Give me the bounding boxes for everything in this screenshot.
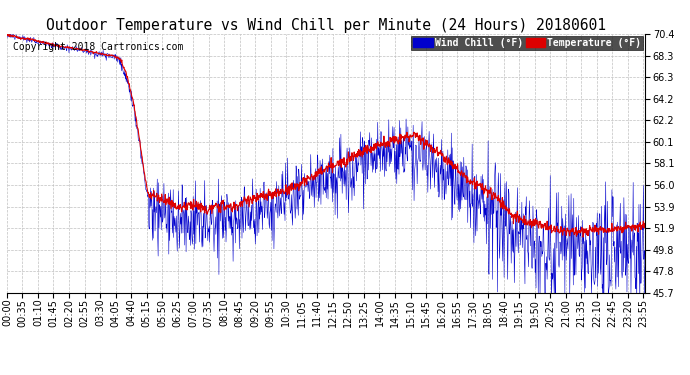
Title: Outdoor Temperature vs Wind Chill per Minute (24 Hours) 20180601: Outdoor Temperature vs Wind Chill per Mi… [46,18,606,33]
Text: Copyright 2018 Cartronics.com: Copyright 2018 Cartronics.com [13,42,184,51]
Legend: Wind Chill (°F), Temperature (°F): Wind Chill (°F), Temperature (°F) [411,36,643,50]
